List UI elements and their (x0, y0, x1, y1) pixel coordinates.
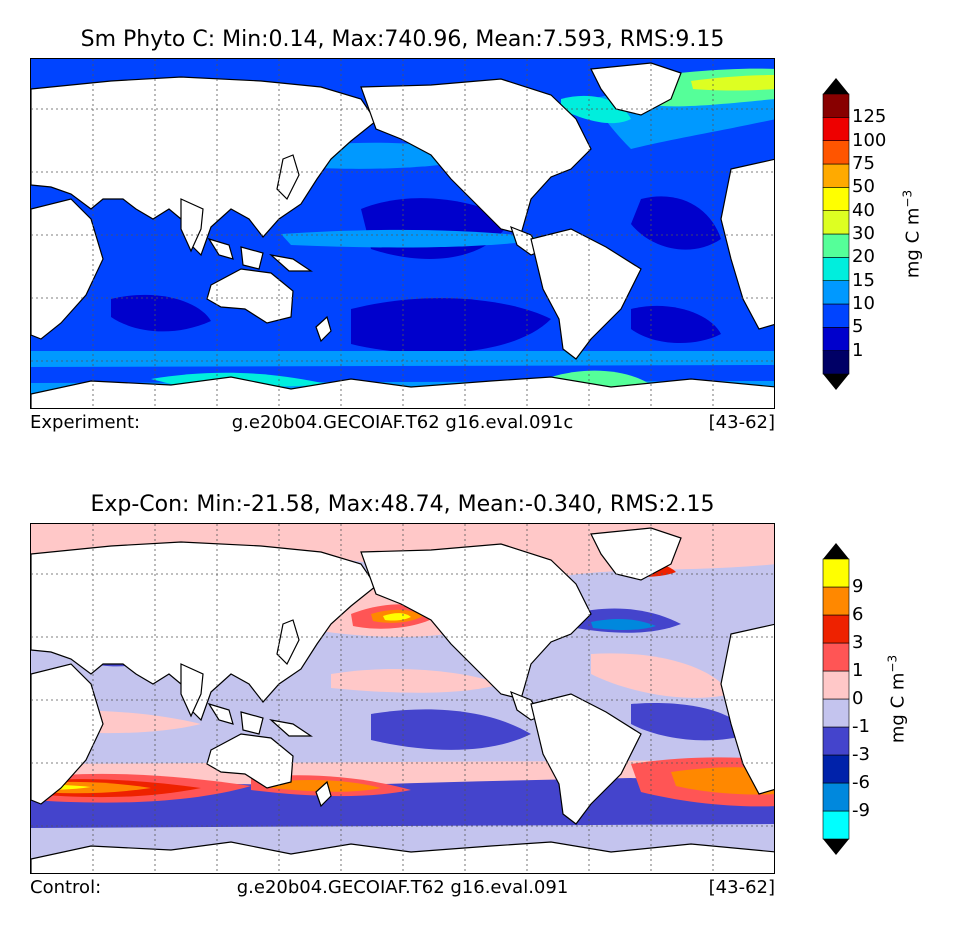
footer-label: Experiment: (30, 412, 141, 433)
colorbar-tick-label: 75 (852, 153, 875, 174)
colorbar-swatch (822, 586, 850, 616)
colorbar-over-triangle (823, 78, 849, 94)
footer-label: Control: (30, 877, 102, 898)
footer-years: [43-62] (708, 412, 775, 433)
colorbar-tick-label: -3 (852, 744, 870, 765)
colorbar-swatch (822, 327, 850, 351)
colorbar-tick-label: 1 (852, 339, 864, 361)
colorbar-tick-label: 3 (852, 632, 864, 653)
colorbar-swatch (822, 698, 850, 728)
colorbar-tick-label: 15 (852, 269, 875, 291)
colorbar-swatch (822, 558, 850, 588)
colorbar-swatch (822, 257, 850, 281)
panel-experiment: Sm Phyto C: Min:0.14, Max:740.96, Mean:7… (0, 0, 960, 460)
colorbar-swatch (822, 303, 850, 328)
colorbar-swatch (822, 350, 850, 375)
panel-title: Sm Phyto C: Min:0.14, Max:740.96, Mean:7… (80, 27, 725, 52)
colorbar-swatch (822, 726, 850, 756)
colorbar-swatch (822, 782, 850, 812)
colorbar-tick-label: 30 (852, 223, 875, 244)
colorbar-unit-label: mg C m−3 (885, 654, 909, 744)
colorbar-swatch (822, 117, 850, 141)
colorbar-tick-label: 6 (852, 604, 864, 625)
colorbar-tick-label: 100 (852, 129, 887, 151)
colorbar-swatch (822, 163, 850, 188)
map-difference (30, 523, 775, 874)
colorbar-unit-label: mg C m−3 (900, 189, 924, 279)
footer-case-name: g.e20b04.GECOIAF.T62 g16.eval.091 (236, 877, 569, 898)
colorbar (822, 543, 850, 855)
colorbar-swatch (822, 754, 850, 784)
footer-case-name: g.e20b04.GECOIAF.T62 g16.eval.091c (231, 412, 574, 433)
colorbar-tick-label: 20 (852, 246, 875, 268)
colorbar-swatch (822, 233, 850, 258)
footer-years: [43-62] (708, 877, 775, 898)
colorbar-tick-label: 125 (852, 106, 887, 128)
colorbar-under-triangle (823, 374, 849, 390)
colorbar-tick-label: 40 (852, 199, 875, 221)
colorbar-swatch (822, 614, 850, 644)
colorbar-tick-label: 5 (852, 316, 864, 338)
colorbar-over-triangle (823, 543, 849, 559)
colorbar-tick-label: 0 (852, 688, 864, 709)
colorbar-swatch (822, 280, 850, 305)
colorbar-swatch (822, 210, 850, 235)
panel-difference: Exp-Con: Min:-21.58, Max:48.74, Mean:-0.… (0, 465, 960, 925)
colorbar-swatch (822, 810, 850, 840)
colorbar-swatch (822, 140, 850, 165)
colorbar-swatch (822, 187, 850, 211)
colorbar-tick-label: -9 (852, 800, 870, 821)
colorbar-swatch (822, 642, 850, 672)
map-experiment (30, 58, 775, 409)
colorbar-tick-label: 10 (852, 293, 875, 314)
colorbar-tick-label: -6 (852, 772, 870, 793)
panel-title: Exp-Con: Min:-21.58, Max:48.74, Mean:-0.… (90, 492, 715, 517)
colorbar-swatch (822, 93, 850, 118)
colorbar-tick-label: 1 (852, 660, 864, 681)
colorbar (822, 78, 850, 390)
colorbar-tick-label: 50 (852, 176, 875, 198)
colorbar-swatch (822, 670, 850, 700)
colorbar-tick-label: -1 (852, 716, 870, 737)
colorbar-under-triangle (823, 839, 849, 855)
colorbar-tick-label: 9 (852, 576, 864, 597)
